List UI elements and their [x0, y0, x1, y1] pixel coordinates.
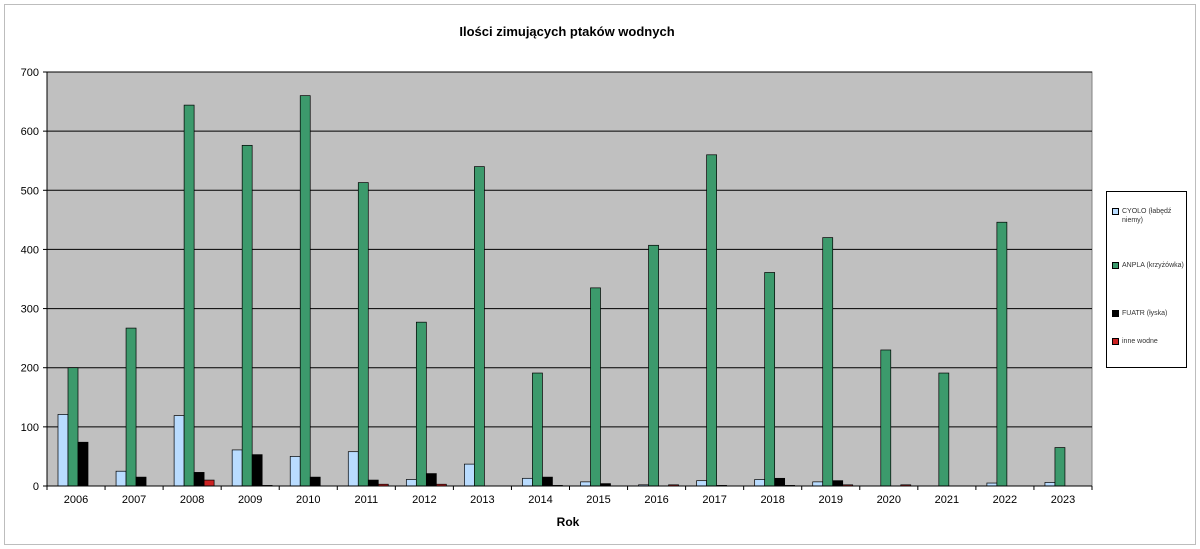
x-axis-label: Rok — [557, 515, 580, 529]
bar-anpla-2017 — [706, 154, 717, 487]
bar-cyolo-2007 — [115, 470, 127, 487]
bar-anpla-2007 — [125, 327, 137, 487]
legend-label: inne wodne — [1122, 338, 1158, 345]
bar-cyolo-2018 — [754, 479, 766, 487]
bar-cyolo-2010 — [289, 456, 301, 487]
x-tick-label: 2008 — [180, 494, 204, 506]
legend-item: CYOLO (łabędź niemy) — [1112, 207, 1187, 225]
x-tick-label: 2022 — [993, 494, 1017, 506]
x-tick-label: 2013 — [470, 494, 494, 506]
chart-title: Ilości zimujących ptaków wodnych — [459, 24, 674, 39]
bar-anpla-2021 — [938, 372, 950, 487]
bar-cyolo-2017 — [696, 480, 707, 487]
y-tick-label: 600 — [21, 126, 39, 138]
y-tick-label: 0 — [33, 481, 39, 493]
bar-cyolo-2015 — [580, 481, 591, 487]
y-axis: 0 100 200 300 400 500 600 700 — [21, 67, 48, 493]
x-axis: 2006 2007 2008 2009 2010 2011 2012 2013 2014 2015… — [46, 485, 1093, 506]
bar-anpla-2023 — [1054, 447, 1066, 487]
y-tick-label: 700 — [21, 67, 39, 79]
legend-swatch — [1112, 310, 1119, 317]
legend-swatch — [1112, 208, 1119, 215]
bar-anpla-2006 — [67, 367, 79, 487]
bar-fuatr-2007 — [135, 476, 147, 487]
bar-inne-2008 — [203, 479, 215, 487]
bar-anpla-2019 — [822, 237, 834, 487]
bar-anpla-2010 — [299, 95, 311, 487]
bar-cyolo-2013 — [464, 463, 475, 487]
bar-anpla-2008 — [183, 104, 195, 487]
x-tick-label: 2020 — [877, 494, 901, 506]
bar-fuatr-2019 — [832, 480, 844, 487]
bar-cyolo-2006 — [57, 414, 69, 487]
bar-anpla-2022 — [996, 221, 1008, 487]
plot-area — [46, 71, 1093, 487]
x-tick-label: 2006 — [64, 494, 88, 506]
y-tick-label: 200 — [21, 363, 39, 375]
x-tick-label: 2012 — [412, 494, 436, 506]
legend-swatch — [1112, 262, 1119, 269]
bar-cyolo-2023 — [1044, 482, 1056, 487]
bar-cyolo-2019 — [812, 481, 824, 487]
bar-anpla-2012 — [415, 321, 427, 487]
bar-fuatr-2008 — [193, 472, 205, 487]
y-tick-label: 100 — [21, 422, 39, 434]
bar-fuatr-2014 — [542, 476, 553, 487]
bar-cyolo-2009 — [231, 449, 243, 487]
bar-anpla-2013 — [474, 166, 485, 487]
bar-fuatr-2006 — [77, 441, 89, 487]
legend-label: CYOLO (łabędź niemy) — [1122, 208, 1172, 224]
bar-cyolo-2011 — [347, 451, 359, 487]
x-tick-label: 2007 — [122, 494, 146, 506]
bar-fuatr-2010 — [309, 476, 321, 487]
bar-anpla-2016 — [648, 244, 659, 487]
x-tick-label: 2014 — [528, 494, 552, 506]
x-tick-label: 2017 — [702, 494, 726, 506]
bar-cyolo-2014 — [522, 477, 533, 487]
legend-label: FUATR (łyska) — [1122, 310, 1168, 317]
x-tick-label: 2016 — [644, 494, 668, 506]
legend-item: inne wodne — [1112, 337, 1187, 346]
bar-anpla-2015 — [590, 287, 601, 487]
x-tick-label: 2010 — [296, 494, 320, 506]
x-tick-label: 2011 — [354, 494, 378, 506]
legend-swatch — [1112, 338, 1119, 345]
y-tick-label: 300 — [21, 304, 39, 316]
bar-anpla-2014 — [532, 372, 543, 487]
x-tick-label: 2009 — [238, 494, 262, 506]
gridlines — [47, 71, 1092, 428]
x-tick-label: 2021 — [935, 494, 959, 506]
bar-anpla-2011 — [357, 182, 369, 487]
bar-anpla-2009 — [241, 144, 253, 487]
bar-cyolo-2008 — [173, 415, 185, 487]
bar-cyolo-2012 — [405, 479, 417, 487]
bar-fuatr-2011 — [367, 479, 379, 487]
y-tick-label: 400 — [21, 244, 39, 256]
bar-anpla-2020 — [880, 349, 892, 487]
x-tick-label: 2015 — [586, 494, 610, 506]
bar-fuatr-2012 — [425, 473, 437, 487]
bar-anpla-2018 — [764, 272, 776, 487]
legend-item: ANPLA (krzyżówka) — [1112, 261, 1187, 270]
y-tick-label: 500 — [21, 185, 39, 197]
x-tick-label: 2019 — [819, 494, 843, 506]
x-tick-label: 2023 — [1051, 494, 1075, 506]
legend-label: ANPLA (krzyżówka) — [1122, 262, 1184, 269]
bar-fuatr-2009 — [251, 454, 263, 487]
bar-fuatr-2018 — [774, 477, 786, 487]
legend: CYOLO (łabędź niemy) ANPLA (krzyżówka) FUA… — [1106, 191, 1187, 368]
legend-item: FUATR (łyska) — [1112, 309, 1187, 318]
x-tick-label: 2018 — [760, 494, 784, 506]
